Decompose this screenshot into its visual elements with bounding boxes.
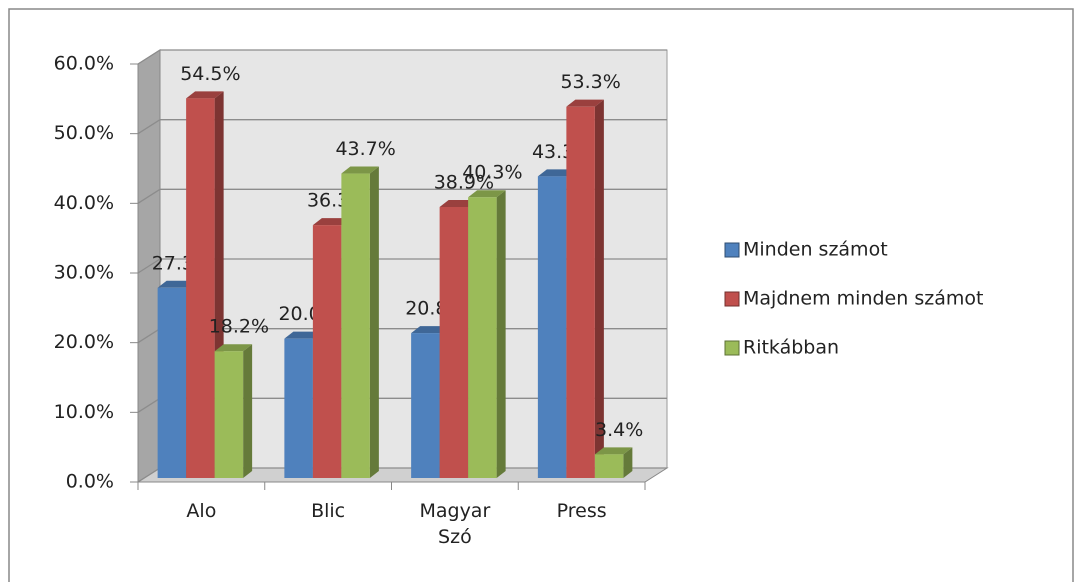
- bar: [284, 338, 313, 478]
- bar: [594, 454, 624, 478]
- grid-line: [137, 49, 667, 65]
- y-tick-label: 40.0%: [54, 192, 114, 214]
- bar-top: [566, 99, 604, 107]
- bar-top: [341, 166, 379, 174]
- bar: [468, 197, 497, 478]
- bar-side: [623, 447, 633, 478]
- bar: [566, 106, 595, 478]
- bar-side: [369, 166, 379, 478]
- legend-swatch: [724, 291, 740, 307]
- bar: [439, 206, 469, 478]
- legend-swatch: [724, 340, 740, 356]
- bar-top: [186, 91, 224, 99]
- y-tick-label: 20.0%: [54, 331, 114, 353]
- bar-top: [439, 199, 478, 207]
- bar-top: [157, 280, 196, 288]
- grid-line: [137, 188, 667, 204]
- grid-line: [137, 119, 667, 135]
- data-label: 40.3%: [462, 162, 522, 184]
- bar-side: [594, 99, 604, 478]
- bar-side: [243, 344, 253, 478]
- data-label: 53.3%: [560, 71, 620, 93]
- bar-top: [411, 326, 449, 334]
- bar: [157, 287, 187, 478]
- bar: [537, 176, 567, 479]
- legend-swatch: [724, 242, 740, 258]
- bar-top: [468, 190, 506, 198]
- y-tick-label: 30.0%: [54, 262, 114, 284]
- bar: [186, 98, 215, 479]
- bar-top: [284, 331, 322, 339]
- bar-top: [537, 169, 576, 177]
- bar-side: [496, 190, 506, 478]
- y-tick-label: 10.0%: [54, 401, 114, 423]
- y-tick-label: 50.0%: [54, 122, 114, 144]
- x-tick-label: Alo: [186, 500, 217, 522]
- x-tick-label: Magyar Szó: [419, 500, 491, 548]
- data-label: 18.2%: [209, 316, 269, 338]
- data-label: 3.4%: [595, 419, 643, 441]
- y-tick-label: 60.0%: [54, 53, 114, 75]
- chart-border: [8, 8, 1074, 582]
- bar-top: [594, 447, 633, 455]
- x-tick-label: Blic: [311, 500, 346, 522]
- bar: [411, 333, 440, 478]
- data-label: 54.5%: [180, 63, 240, 85]
- bar-top: [312, 218, 351, 226]
- legend-label: Minden számot: [743, 239, 888, 261]
- bar: [214, 351, 244, 478]
- data-label: 38.9%: [434, 171, 494, 193]
- bar: [341, 173, 370, 478]
- y-tick-label: 0.0%: [66, 471, 114, 493]
- bar: [312, 225, 342, 478]
- x-tick-label: Press: [556, 500, 607, 522]
- legend-label: Ritkábban: [743, 337, 839, 359]
- bar-top: [214, 344, 253, 352]
- legend-label: Majdnem minden számot: [743, 288, 983, 310]
- data-label: 43.7%: [335, 138, 395, 160]
